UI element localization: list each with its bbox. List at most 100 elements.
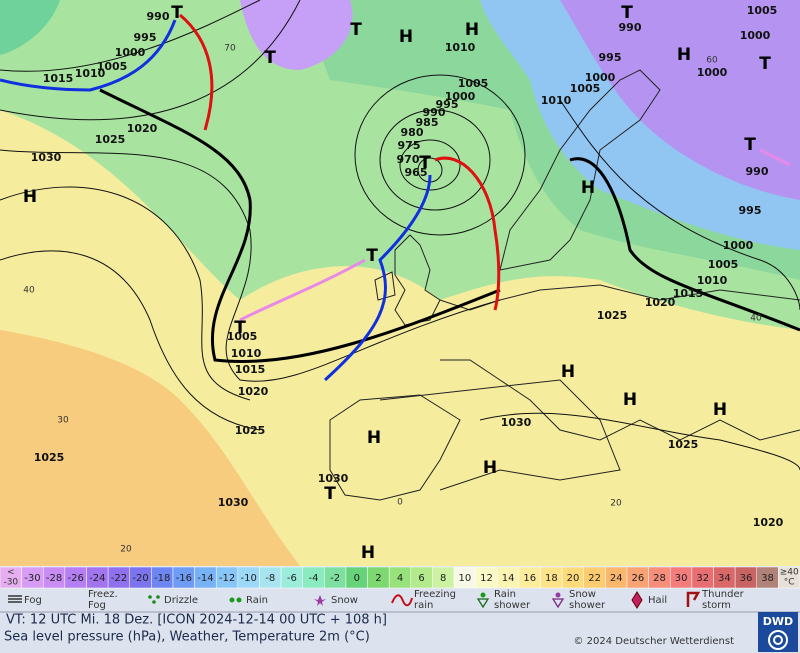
isobar-label: 1005 — [458, 77, 489, 90]
coast-ireland — [374, 271, 396, 301]
isobar-label: 1005 — [227, 330, 258, 343]
scale-label: 32 — [696, 573, 709, 584]
temperature-label: 20 — [120, 545, 132, 555]
isobar-label: 1010 — [231, 347, 262, 360]
scale-label: -24 — [89, 573, 105, 584]
isobar — [0, 186, 251, 401]
isobar-label: 965 — [405, 166, 428, 179]
rain-icon — [229, 597, 235, 603]
isobar-label: 1020 — [127, 122, 158, 135]
cold-region — [0, 0, 60, 55]
scale-label: 10 — [458, 573, 471, 584]
snow-shower-icon — [555, 592, 561, 598]
scale-label: -18 — [154, 573, 170, 584]
weather-label: Fog — [24, 595, 42, 606]
weather-label: storm — [702, 600, 731, 611]
temperature-label: 20 — [610, 499, 622, 509]
isobars — [0, 0, 800, 471]
scale-label: -6 — [287, 573, 297, 584]
weather-label: Snow — [569, 589, 596, 600]
isobar-label: 1020 — [753, 516, 784, 529]
weather-label: Freezing — [414, 589, 456, 600]
scale-label: -2 — [330, 573, 340, 584]
scale-label: -30 — [24, 573, 40, 584]
weather-label: rain — [414, 600, 433, 611]
scale-label: 24 — [610, 573, 623, 584]
trough-line — [99, 88, 501, 364]
high-pressure: H — [367, 428, 381, 448]
high-pressure: H — [713, 400, 727, 420]
warm-front — [179, 13, 214, 131]
high-pressure: H — [581, 178, 595, 198]
scale-label: -28 — [46, 573, 62, 584]
scale-label: < — [7, 568, 15, 578]
temperature-label: 40 — [750, 314, 762, 324]
isobar — [479, 412, 800, 471]
isobar-label: 990 — [423, 106, 446, 119]
scale-label: 28 — [653, 573, 666, 584]
temperature-scale: <-30 -30 -28 -26 -24 -22 -20 -18 -16 -14 -12 -10 -8-… — [0, 566, 800, 589]
low-pressure: T — [366, 246, 378, 266]
scale-label: 36 — [740, 573, 753, 584]
frost-region — [560, 0, 800, 200]
isobar-label: 1015 — [43, 72, 74, 85]
isobar-label: 1020 — [645, 296, 676, 309]
drizzle-icon — [156, 595, 160, 599]
high-pressure: H — [483, 458, 497, 478]
logo-text: DWD — [763, 615, 793, 628]
logo-swirl — [773, 635, 783, 645]
isobar-label: 1015 — [235, 363, 266, 376]
isobar-label: 1025 — [668, 438, 699, 451]
isobar — [559, 99, 800, 311]
cold-front — [323, 174, 432, 382]
scale-label: ≥40 — [780, 568, 799, 578]
scale-label: -4 — [309, 573, 319, 584]
weather-label: Freez. — [88, 589, 118, 600]
scale-label: -20 — [132, 573, 148, 584]
weather-label: Snow — [331, 595, 358, 606]
scale-label: 34 — [718, 573, 731, 584]
low-pressure: T — [264, 48, 276, 68]
thunderstorm-icon — [686, 591, 701, 607]
isobar — [379, 109, 491, 211]
warm-front — [434, 156, 501, 311]
coast-britain — [394, 234, 441, 326]
isobar — [0, 149, 501, 382]
isobar-label: 995 — [134, 31, 157, 44]
low-pressure: T — [324, 484, 336, 504]
coast-scandinavia — [499, 69, 661, 271]
isobar-label: 1000 — [115, 46, 146, 59]
isobar-label: 1030 — [31, 151, 62, 164]
scale-label: 22 — [588, 573, 601, 584]
isobar-label: 985 — [416, 116, 439, 129]
weather-label: shower — [494, 600, 531, 611]
isobar-label: 990 — [619, 21, 642, 34]
snow-icon — [314, 595, 326, 606]
isobar-label: 1010 — [445, 41, 476, 54]
scale-label: -22 — [111, 573, 127, 584]
isobar-label: 1000 — [585, 71, 616, 84]
weather-label: Drizzle — [164, 595, 198, 606]
isobar-label: 990 — [147, 10, 170, 23]
isobar-label: 1030 — [318, 472, 349, 485]
hail-icon — [631, 591, 643, 609]
scale-label: 20 — [567, 573, 580, 584]
isobar-label: 1025 — [95, 133, 126, 146]
isobar-label: 1030 — [501, 416, 532, 429]
scale-label: -8 — [265, 573, 275, 584]
isobar-label: 1025 — [34, 451, 65, 464]
isobar-label: 1025 — [235, 424, 266, 437]
scale-label: -10 — [240, 573, 256, 584]
isobar-label: 970 — [397, 153, 420, 166]
weather-label: shower — [569, 600, 606, 611]
occluded-front — [239, 258, 366, 322]
isobar-label: 1015 — [673, 287, 704, 300]
scale-label: -26 — [68, 573, 84, 584]
isobar-label: 1010 — [697, 274, 728, 287]
low-pressure: T — [350, 20, 362, 40]
temperature-label: 0 — [397, 498, 403, 508]
frost-region — [240, 0, 353, 70]
drizzle-icon — [152, 600, 156, 604]
